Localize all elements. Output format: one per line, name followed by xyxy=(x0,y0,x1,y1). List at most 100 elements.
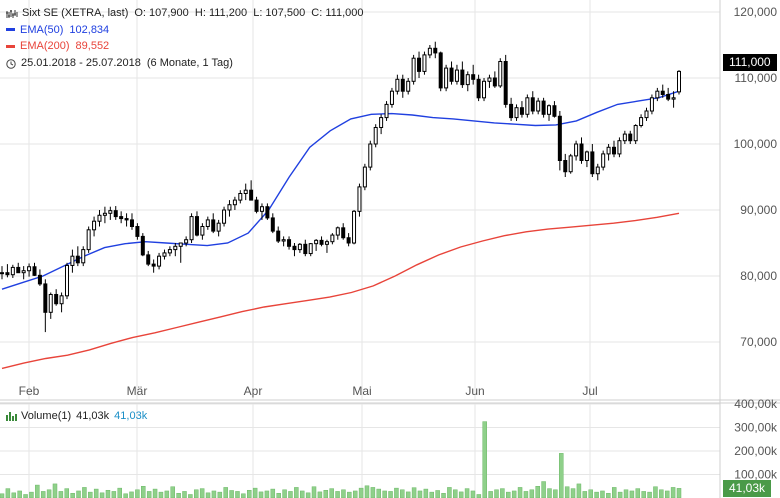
volume-bar xyxy=(511,490,517,498)
volume-bar xyxy=(299,490,305,498)
volume-bar xyxy=(405,491,411,498)
volume-bar xyxy=(282,489,287,498)
ema50-label: EMA(50) xyxy=(20,23,64,36)
volume-bar xyxy=(476,494,482,498)
candle-body xyxy=(281,239,286,242)
volume-value-secondary: 41,03k xyxy=(114,410,148,422)
candle-body xyxy=(660,90,665,95)
candle-body xyxy=(460,69,465,86)
volume-bar xyxy=(52,483,58,498)
candle-body xyxy=(530,97,535,112)
volume-bar xyxy=(0,493,5,498)
volume-bar xyxy=(205,492,211,498)
volume-bar xyxy=(317,491,323,498)
candle-body xyxy=(346,237,351,244)
candle-body xyxy=(167,249,172,254)
chart-grid xyxy=(0,0,720,498)
candle-body xyxy=(276,230,281,242)
candle-body xyxy=(639,117,644,127)
volume-bar xyxy=(394,487,399,498)
volume-bar xyxy=(223,487,228,498)
candle-body xyxy=(433,47,438,54)
volume-bar xyxy=(482,421,487,498)
candle-body xyxy=(357,186,362,212)
candle-body xyxy=(389,90,394,105)
volume-bar xyxy=(11,492,17,498)
chart-icon xyxy=(6,8,18,19)
volume-bar xyxy=(376,488,382,498)
candle-body xyxy=(395,78,400,92)
candle-body xyxy=(449,67,454,82)
candle-body xyxy=(21,270,26,274)
volume-bar xyxy=(276,493,281,498)
volume-bar xyxy=(235,491,240,498)
candle-body xyxy=(314,239,319,245)
candle-body xyxy=(617,140,622,155)
volume-bar xyxy=(576,483,582,498)
volume-bar xyxy=(323,489,329,498)
candle-body xyxy=(270,217,275,232)
volume-bar xyxy=(176,493,181,498)
candle-body xyxy=(606,146,611,155)
volume-bar xyxy=(411,487,417,498)
candle-body xyxy=(465,74,470,86)
candle-body xyxy=(238,193,243,201)
candle-body xyxy=(303,243,308,255)
candle-body xyxy=(568,155,573,173)
candle-body xyxy=(0,272,4,275)
volume-bar xyxy=(158,491,164,498)
candle-body xyxy=(438,52,443,89)
volume-bar xyxy=(606,493,611,498)
volume-bar xyxy=(541,481,546,498)
volume-bar xyxy=(288,491,293,498)
candle-body xyxy=(509,103,514,119)
volume-bar xyxy=(417,490,423,498)
candle-body xyxy=(189,216,194,241)
volume-bar xyxy=(123,493,128,498)
candle-body xyxy=(37,274,42,285)
volume-value: 41,03k xyxy=(76,410,110,422)
ema200-value: 89,552 xyxy=(75,40,110,52)
volume-bar xyxy=(635,488,641,498)
volume-bar xyxy=(488,491,493,498)
volume-bar xyxy=(388,491,393,498)
x-tick-label: Mai xyxy=(352,384,371,398)
volume-bar xyxy=(46,489,52,498)
volume-bar xyxy=(600,490,605,498)
candlestick-series xyxy=(0,41,681,333)
volume-bar xyxy=(582,491,588,498)
volume-bar xyxy=(241,493,246,498)
candle-body xyxy=(194,216,199,236)
volume-bar xyxy=(264,490,270,498)
volume-bar xyxy=(623,489,629,498)
volume-icon xyxy=(6,411,17,421)
candle-body xyxy=(584,151,589,161)
date-range-info: (6 Monate, 1 Tag) xyxy=(146,56,233,69)
volume-bar xyxy=(70,493,75,498)
volume-legend: Volume(1) 41,03k 41,03k xyxy=(6,410,147,422)
volume-bar xyxy=(117,487,122,498)
volume-bar xyxy=(199,488,205,498)
candle-body xyxy=(666,94,671,100)
volume-bar xyxy=(441,493,446,498)
volume-bar xyxy=(105,489,111,498)
volume-bar xyxy=(594,491,599,498)
x-tick-label: Jul xyxy=(582,384,597,398)
volume-bar xyxy=(611,487,617,498)
volume-bar xyxy=(553,489,558,498)
volume-bar xyxy=(617,491,623,498)
volume-bar xyxy=(400,489,405,498)
volume-bar xyxy=(641,491,646,498)
candle-body xyxy=(173,245,178,251)
volume-bar xyxy=(517,487,523,498)
candle-body xyxy=(140,235,145,256)
volume-bar xyxy=(559,453,564,498)
candle-body xyxy=(471,74,476,80)
volume-bar xyxy=(570,488,576,498)
candle-body xyxy=(287,239,292,247)
volume-bar xyxy=(629,490,635,498)
candle-body xyxy=(541,100,546,115)
candle-body xyxy=(482,80,487,99)
volume-bar xyxy=(370,487,376,498)
